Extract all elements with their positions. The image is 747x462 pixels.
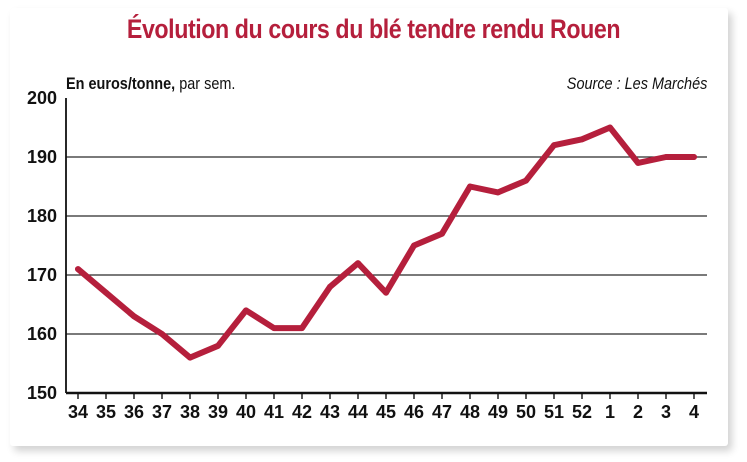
unit-label-rest: par sem. [175,74,236,93]
x-tick-label: 41 [264,402,284,422]
y-tick-label: 170 [27,265,57,285]
data-point [215,342,221,349]
data-point [383,289,389,296]
x-tick-label: 37 [152,402,172,422]
data-point [355,260,361,267]
x-tick-label: 48 [460,402,480,422]
series-layer [75,124,697,361]
axes [65,98,707,399]
unit-label: En euros/tonne, par sem. [66,74,235,94]
x-tick-label: 1 [605,402,615,422]
x-tick-label: 34 [68,402,88,422]
unit-label-bold: En euros/tonne, [66,74,176,93]
data-point [187,354,193,361]
x-tick-label: 49 [488,402,508,422]
data-point [579,136,585,143]
data-point [467,183,473,190]
y-tick-labels: 150 160 170 180 190 200 [27,88,57,403]
source-label: Source : Les Marchés [566,74,707,93]
x-tick-label: 3 [661,402,671,422]
x-tick-label: 42 [292,402,312,422]
x-tick-label: 39 [208,402,228,422]
x-tick-label: 51 [544,402,564,422]
data-point [523,177,529,184]
data-point [439,230,445,237]
y-tick-label: 160 [27,324,57,344]
data-point [327,283,333,290]
x-tick-label: 46 [404,402,424,422]
x-tick-label: 52 [572,402,592,422]
data-point [551,142,557,149]
data-point [103,289,109,296]
x-tick-label: 50 [516,402,536,422]
data-point [635,160,641,166]
data-point [691,154,697,160]
x-tick-label: 47 [432,402,452,422]
chart-title: Évolution du cours du blé tendre rendu R… [126,14,621,44]
grid-lines [66,156,707,335]
data-point [271,325,277,331]
x-tick-label: 40 [236,402,256,422]
data-point [131,313,137,320]
x-tick-label: 38 [180,402,200,422]
x-tick-label: 2 [633,402,643,422]
y-tick-label: 200 [27,88,57,108]
data-point [159,331,165,337]
data-point [663,154,669,160]
y-tick-label: 190 [27,147,57,167]
y-tick-label: 150 [27,383,57,403]
chart-card [10,8,728,446]
data-point [607,124,613,131]
data-point [243,307,249,314]
y-tick-label: 180 [27,206,57,226]
series-line-0 [75,124,697,361]
x-tick-label: 4 [689,402,699,422]
data-point [299,325,305,331]
x-tick-label: 45 [376,402,396,422]
data-point [411,242,417,249]
x-tick-labels: 34 35 36 37 38 39 40 41 42 43 44 45 46 47 48 49 50 51 52 1 2… [68,402,699,422]
x-tick-label: 35 [96,402,116,422]
x-tick-label: 43 [320,402,340,422]
data-point [495,189,501,196]
x-tick-label: 36 [124,402,144,422]
x-tick-label: 44 [348,402,368,422]
data-point [75,266,81,272]
